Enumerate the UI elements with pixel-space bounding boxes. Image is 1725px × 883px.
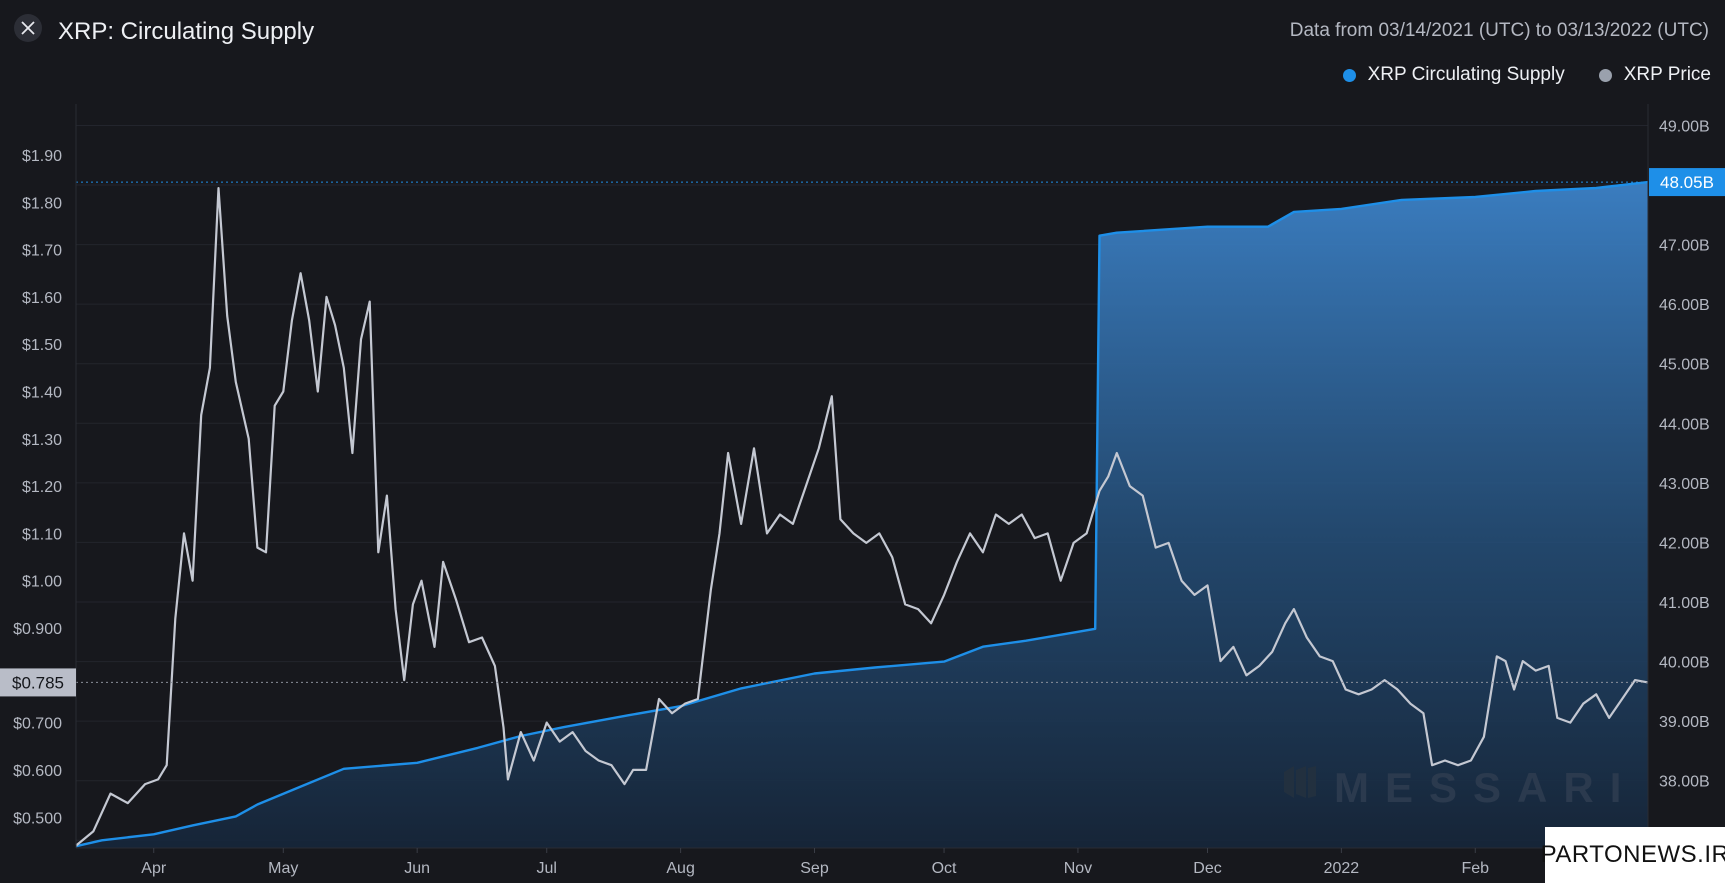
x-tick-label: Sep xyxy=(800,860,829,877)
x-tick-label: Apr xyxy=(141,860,167,877)
legend-dot-price xyxy=(1598,68,1612,82)
left-tick-label: $1.60 xyxy=(22,290,62,307)
right-tick-label: 38.00B xyxy=(1659,774,1710,791)
left-tick-label: $0.700 xyxy=(13,716,62,733)
left-tick-label: $1.80 xyxy=(22,195,62,212)
left-tick-label: $1.20 xyxy=(22,479,62,496)
right-tick-label: 45.00B xyxy=(1659,357,1710,374)
supply-current-badge xyxy=(1649,168,1725,197)
supply-current-label: 48.05B xyxy=(1660,173,1714,192)
legend: XRP Circulating Supply XRP Price xyxy=(1342,64,1711,86)
x-tick-label: Nov xyxy=(1064,860,1092,877)
left-tick-label: $1.10 xyxy=(22,526,62,543)
left-tick-label: $1.90 xyxy=(22,148,62,165)
supply-line[interactable] xyxy=(75,180,1649,848)
x-tick-label: Oct xyxy=(932,860,957,877)
left-tick-label: $1.70 xyxy=(22,243,62,260)
price-line[interactable] xyxy=(75,187,1649,847)
legend-label-supply: XRP Circulating Supply xyxy=(1367,64,1565,85)
x-tick-label: May xyxy=(268,860,298,877)
legend-label-price: XRP Price xyxy=(1623,64,1711,85)
left-tick-label: $0.900 xyxy=(13,621,62,638)
price-current-badge xyxy=(0,668,76,697)
legend-item-price[interactable]: XRP Price xyxy=(1598,64,1711,86)
watermark: MESSARI xyxy=(1334,764,1638,811)
x-tick-label: Jul xyxy=(537,860,557,877)
left-tick-label: $1.30 xyxy=(22,432,62,449)
left-tick-label: $1.40 xyxy=(22,384,62,401)
price-current-label: $0.785 xyxy=(12,673,64,692)
left-tick-label: $0.600 xyxy=(13,763,62,780)
right-tick-label: 41.00B xyxy=(1659,595,1710,612)
close-icon xyxy=(21,21,35,35)
x-tick-label: Dec xyxy=(1193,860,1221,877)
legend-item-supply[interactable]: XRP Circulating Supply xyxy=(1342,64,1565,86)
chart-title: XRP: Circulating Supply xyxy=(58,18,315,45)
right-tick-label: 47.00B xyxy=(1659,238,1710,255)
right-tick-label: 49.00B xyxy=(1659,118,1710,135)
x-tick-label: Feb xyxy=(1461,860,1489,877)
right-tick-label: 44.00B xyxy=(1659,416,1710,433)
x-tick-label: Aug xyxy=(666,860,694,877)
right-tick-label: 42.00B xyxy=(1659,535,1710,552)
left-tick-label: $1.50 xyxy=(22,337,62,354)
legend-dot-supply xyxy=(1342,68,1356,82)
x-tick-label: 2022 xyxy=(1324,860,1360,877)
messari-logo-icon xyxy=(1284,766,1316,798)
supply-area xyxy=(76,182,1648,849)
right-tick-label: 39.00B xyxy=(1659,714,1710,731)
right-tick-label: 43.00B xyxy=(1659,476,1710,493)
x-tick-label: Jun xyxy=(404,860,430,877)
right-tick-label: 46.00B xyxy=(1659,297,1710,314)
right-tick-label: 40.00B xyxy=(1659,655,1710,672)
corner-badge: PARTONEWS.IR xyxy=(1541,827,1725,883)
date-range: Data from 03/14/2021 (UTC) to 03/13/2022… xyxy=(1289,20,1709,41)
left-tick-label: $0.500 xyxy=(13,810,62,827)
left-tick-label: $1.00 xyxy=(22,574,62,591)
close-button[interactable] xyxy=(14,14,42,42)
